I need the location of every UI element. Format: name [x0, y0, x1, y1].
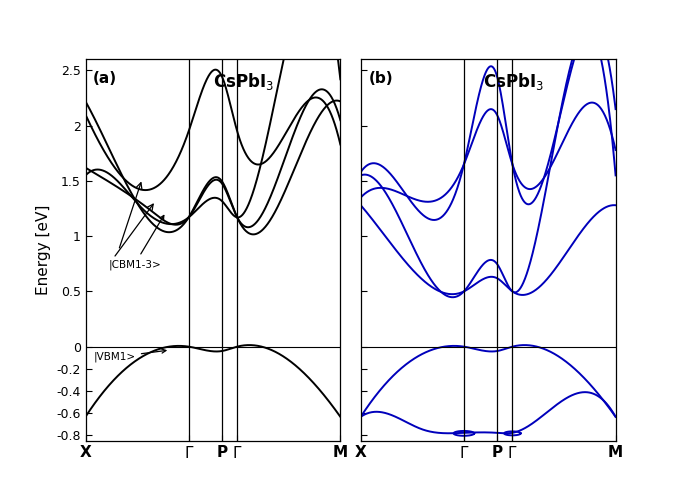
- Text: CsPbI$_3$: CsPbI$_3$: [213, 71, 274, 92]
- Text: |CBM1-3>: |CBM1-3>: [108, 215, 164, 270]
- Text: (a): (a): [93, 71, 117, 86]
- Y-axis label: Energy [eV]: Energy [eV]: [36, 205, 51, 295]
- Text: (b): (b): [369, 71, 393, 86]
- Text: CsPbI$_3$: CsPbI$_3$: [483, 71, 544, 92]
- Text: |VBM1>: |VBM1>: [94, 349, 166, 362]
